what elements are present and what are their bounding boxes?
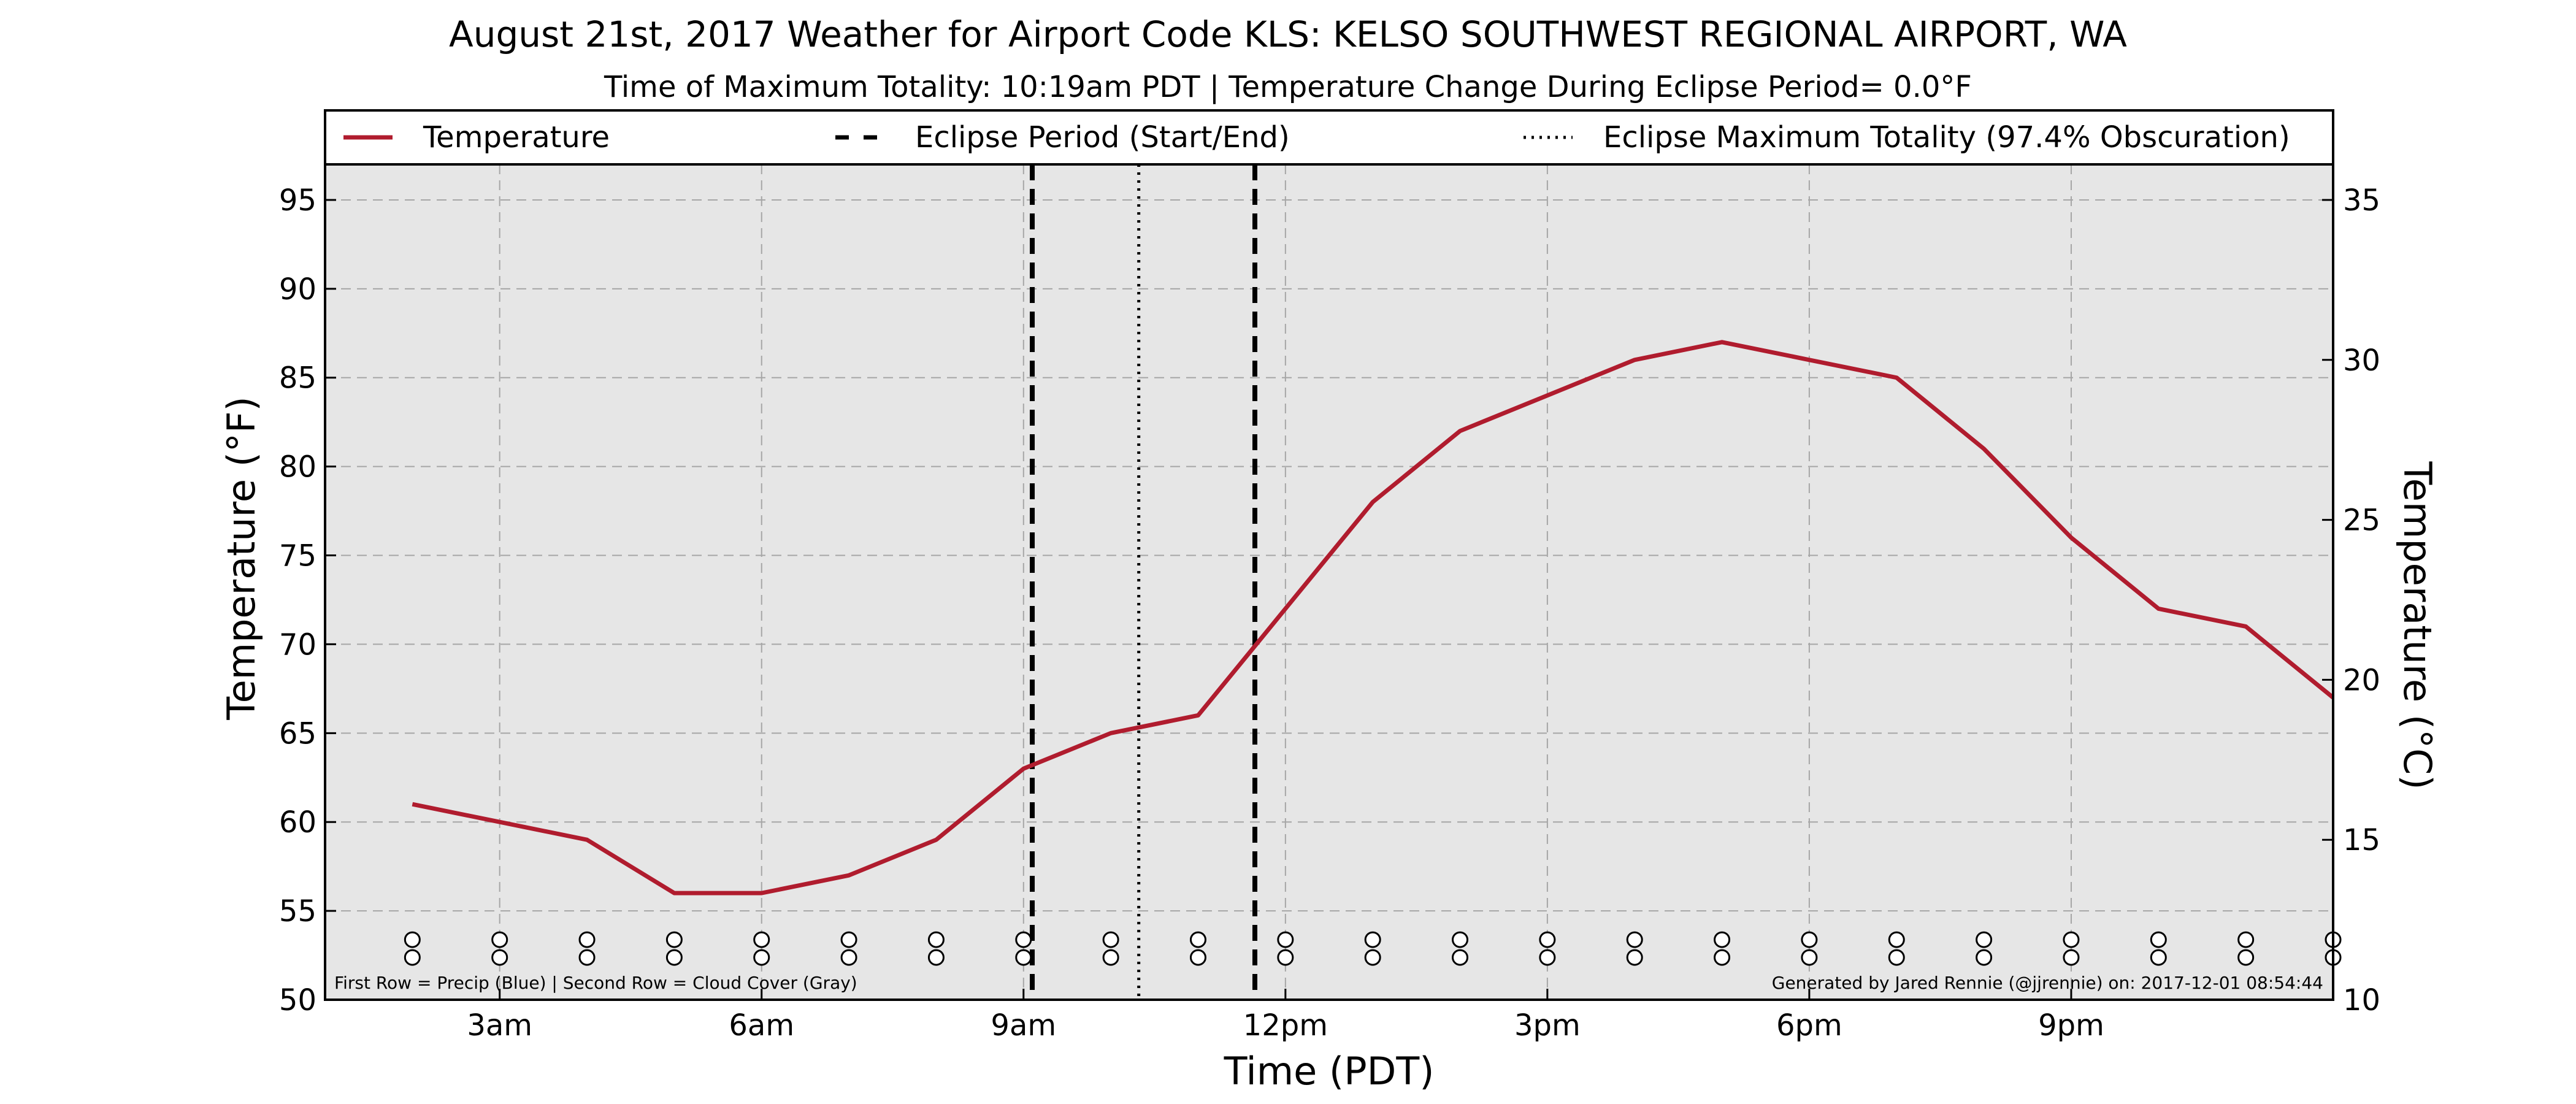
y2-axis-label: Temperature (°C) bbox=[2395, 461, 2440, 789]
cloud-cover-marker bbox=[2237, 949, 2255, 966]
y2-tick-label: 25 bbox=[2343, 504, 2380, 538]
precip-marker bbox=[1189, 931, 1206, 948]
x-tick-label: 12pm bbox=[1243, 1008, 1328, 1043]
legend: Temperature Eclipse Period (Start/End) E… bbox=[324, 109, 2334, 166]
precip-marker bbox=[1452, 931, 1469, 948]
precip-marker bbox=[404, 931, 421, 948]
legend-label-eclipse-max: Eclipse Maximum Totality (97.4% Obscurat… bbox=[1603, 120, 2290, 155]
precip-marker bbox=[665, 931, 683, 948]
cloud-cover-marker bbox=[491, 949, 508, 966]
x-tick-label: 6pm bbox=[1776, 1008, 1842, 1043]
cloud-cover-marker bbox=[665, 949, 683, 966]
precip-marker bbox=[840, 931, 857, 948]
cloud-cover-marker bbox=[1976, 949, 1993, 966]
precip-marker bbox=[1976, 931, 1993, 948]
x-axis-label: Time (PDT) bbox=[1224, 1049, 1435, 1094]
y-tick-label: 70 bbox=[279, 627, 316, 662]
cloud-cover-marker bbox=[753, 949, 770, 966]
cloud-cover-marker bbox=[2150, 949, 2167, 966]
cloud-cover-marker bbox=[927, 949, 945, 966]
cloud-cover-marker bbox=[1452, 949, 1469, 966]
chart-subtitle: Time of Maximum Totality: 10:19am PDT | … bbox=[604, 70, 1972, 104]
y-axis-label: Temperature (°F) bbox=[219, 396, 264, 720]
y-tick-label: 60 bbox=[279, 805, 316, 840]
precip-marker bbox=[1714, 931, 1731, 948]
cloud-cover-marker bbox=[578, 949, 596, 966]
y-tick-label: 50 bbox=[279, 983, 316, 1018]
legend-label-temperature: Temperature bbox=[423, 120, 610, 155]
precip-marker bbox=[2237, 931, 2255, 948]
cloud-cover-marker bbox=[1539, 949, 1556, 966]
y-tick-label: 65 bbox=[279, 716, 316, 751]
y2-tick-label: 10 bbox=[2343, 983, 2380, 1018]
x-axis: 3am 6am 9am 12pm 3pm 6pm 9pm bbox=[467, 989, 2104, 1043]
precip-marker bbox=[491, 931, 508, 948]
cloud-cover-marker bbox=[1189, 949, 1206, 966]
precip-marker bbox=[1277, 931, 1294, 948]
precip-marker bbox=[753, 931, 770, 948]
x-tick-label: 9am bbox=[991, 1008, 1056, 1043]
precip-marker bbox=[927, 931, 945, 948]
y-tick-label: 55 bbox=[279, 894, 316, 929]
precip-marker bbox=[1801, 931, 1818, 948]
y-tick-label: 85 bbox=[279, 361, 316, 396]
y-tick-label: 75 bbox=[279, 539, 316, 573]
x-tick-label: 6am bbox=[729, 1008, 794, 1043]
y-tick-label: 90 bbox=[279, 272, 316, 307]
precip-marker bbox=[1888, 931, 1905, 948]
footnote-left: First Row = Precip (Blue) | Second Row =… bbox=[334, 973, 857, 993]
precip-marker bbox=[1364, 931, 1381, 948]
cloud-cover-marker bbox=[1801, 949, 1818, 966]
cloud-cover-marker bbox=[1626, 949, 1643, 966]
cloud-cover-marker bbox=[840, 949, 857, 966]
y-axis-left: 50 55 60 65 70 75 80 85 90 95 bbox=[279, 183, 336, 1018]
cloud-cover-marker bbox=[1714, 949, 1731, 966]
x-tick-label: 3am bbox=[467, 1008, 532, 1043]
cloud-cover-marker bbox=[1364, 949, 1381, 966]
legend-label-eclipse-period: Eclipse Period (Start/End) bbox=[915, 120, 1290, 155]
eclipse-lines bbox=[1030, 164, 1258, 1000]
precip-marker bbox=[1102, 931, 1119, 948]
footnote-right: Generated by Jared Rennie (@jjrennie) on… bbox=[1772, 973, 2323, 993]
cloud-cover-marker bbox=[1277, 949, 1294, 966]
precip-marker bbox=[578, 931, 596, 948]
y2-tick-label: 20 bbox=[2343, 663, 2380, 697]
chart-title: August 21st, 2017 Weather for Airport Co… bbox=[449, 13, 2127, 55]
observation-markers bbox=[404, 931, 2342, 966]
x-tick-label: 9pm bbox=[2038, 1008, 2104, 1043]
y2-tick-label: 30 bbox=[2343, 343, 2380, 378]
series-layer bbox=[412, 340, 2335, 895]
cloud-cover-marker bbox=[1888, 949, 1905, 966]
y2-tick-label: 35 bbox=[2343, 183, 2380, 218]
cloud-cover-marker bbox=[1102, 949, 1119, 966]
cloud-cover-marker bbox=[1015, 949, 1032, 966]
precip-marker bbox=[1626, 931, 1643, 948]
cloud-cover-marker bbox=[404, 949, 421, 966]
y-axis-right: 10 15 20 25 30 35 bbox=[2322, 183, 2380, 1018]
precip-marker bbox=[2150, 931, 2167, 948]
plot-area bbox=[325, 164, 2333, 1000]
y-tick-label: 95 bbox=[279, 183, 316, 218]
grid bbox=[325, 164, 2333, 1000]
temperature-line bbox=[412, 340, 2335, 895]
precip-marker bbox=[2063, 931, 2080, 948]
precip-marker bbox=[1539, 931, 1556, 948]
precip-marker bbox=[1015, 931, 1032, 948]
x-tick-label: 3pm bbox=[1514, 1008, 1581, 1043]
legend-box bbox=[324, 109, 2334, 166]
y2-tick-label: 15 bbox=[2343, 823, 2380, 857]
cloud-cover-marker bbox=[2063, 949, 2080, 966]
y-tick-label: 80 bbox=[279, 450, 316, 485]
